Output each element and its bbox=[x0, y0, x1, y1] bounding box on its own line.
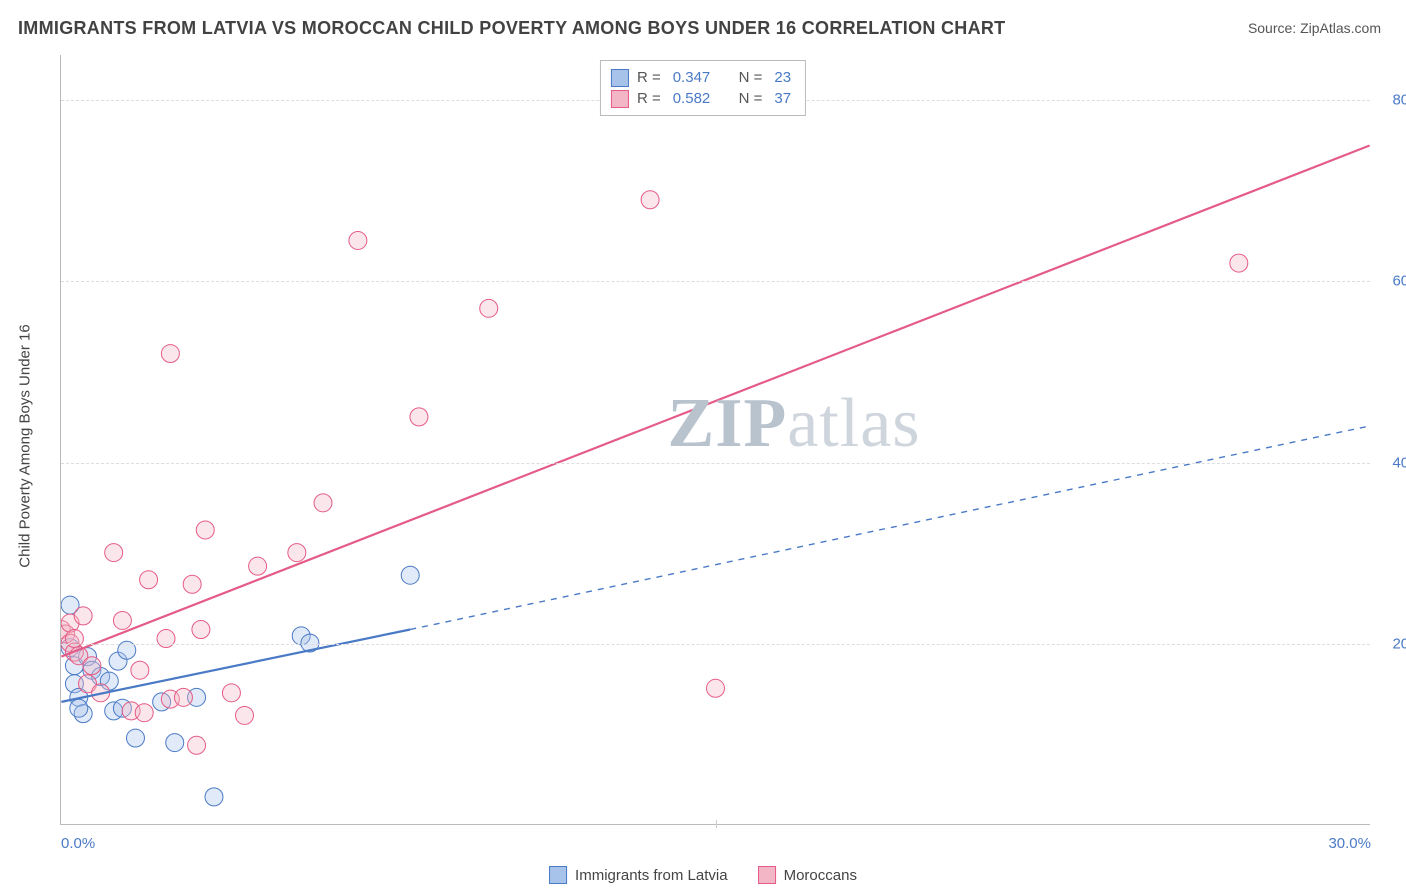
chart-container: IMMIGRANTS FROM LATVIA VS MOROCCAN CHILD… bbox=[0, 0, 1406, 892]
scatter-point-moroccans bbox=[183, 575, 201, 593]
n-value-moroccans: 37 bbox=[774, 88, 791, 109]
source-attribution: Source: ZipAtlas.com bbox=[1248, 20, 1381, 36]
n-value-latvia: 23 bbox=[774, 67, 791, 88]
scatter-point-moroccans bbox=[349, 231, 367, 249]
legend-swatch-moroccans bbox=[758, 866, 776, 884]
r-value-moroccans: 0.582 bbox=[673, 88, 711, 109]
n-label: N = bbox=[739, 88, 763, 109]
legend-label-latvia: Immigrants from Latvia bbox=[575, 867, 728, 884]
scatter-point-moroccans bbox=[174, 688, 192, 706]
legend-label-moroccans: Moroccans bbox=[784, 867, 857, 884]
scatter-point-moroccans bbox=[65, 630, 83, 648]
chart-title: IMMIGRANTS FROM LATVIA VS MOROCCAN CHILD… bbox=[18, 18, 1005, 39]
x-tick-label: 0.0% bbox=[61, 835, 95, 852]
y-tick-label: 20.0% bbox=[1380, 635, 1406, 652]
legend-item-moroccans: Moroccans bbox=[758, 866, 857, 884]
scatter-point-moroccans bbox=[140, 571, 158, 589]
scatter-point-moroccans bbox=[105, 544, 123, 562]
scatter-point-latvia bbox=[401, 566, 419, 584]
legend-swatch-latvia bbox=[549, 866, 567, 884]
legend-swatch-latvia bbox=[611, 69, 629, 87]
scatter-point-latvia bbox=[70, 699, 88, 717]
x-tick bbox=[716, 820, 717, 828]
x-tick-label: 30.0% bbox=[1328, 835, 1371, 852]
trend-line-dashed-latvia bbox=[410, 426, 1369, 630]
scatter-point-latvia bbox=[205, 788, 223, 806]
trend-line-moroccans bbox=[61, 145, 1369, 656]
r-value-latvia: 0.347 bbox=[673, 67, 711, 88]
scatter-point-moroccans bbox=[249, 557, 267, 575]
scatter-point-moroccans bbox=[135, 704, 153, 722]
scatter-point-moroccans bbox=[707, 679, 725, 697]
scatter-point-moroccans bbox=[131, 661, 149, 679]
legend-stats-row-latvia: R = 0.347 N = 23 bbox=[611, 67, 795, 88]
scatter-point-moroccans bbox=[641, 191, 659, 209]
legend-stats: R = 0.347 N = 23 R = 0.582 N = 37 bbox=[600, 60, 806, 116]
y-tick-label: 80.0% bbox=[1380, 92, 1406, 109]
scatter-point-moroccans bbox=[74, 607, 92, 625]
n-label: N = bbox=[739, 67, 763, 88]
y-tick-label: 40.0% bbox=[1380, 454, 1406, 471]
legend-stats-row-moroccans: R = 0.582 N = 37 bbox=[611, 88, 795, 109]
scatter-point-moroccans bbox=[314, 494, 332, 512]
scatter-point-moroccans bbox=[188, 736, 206, 754]
scatter-point-moroccans bbox=[113, 611, 131, 629]
scatter-point-latvia bbox=[126, 729, 144, 747]
scatter-point-moroccans bbox=[161, 345, 179, 363]
scatter-point-moroccans bbox=[236, 706, 254, 724]
scatter-point-moroccans bbox=[288, 544, 306, 562]
scatter-point-moroccans bbox=[192, 620, 210, 638]
legend-swatch-moroccans bbox=[611, 90, 629, 108]
legend-series: Immigrants from Latvia Moroccans bbox=[549, 866, 857, 884]
gridline bbox=[61, 463, 1370, 464]
scatter-point-moroccans bbox=[410, 408, 428, 426]
scatter-point-moroccans bbox=[480, 299, 498, 317]
y-tick-label: 60.0% bbox=[1380, 273, 1406, 290]
scatter-point-moroccans bbox=[83, 657, 101, 675]
scatter-point-latvia bbox=[166, 734, 184, 752]
scatter-point-moroccans bbox=[157, 630, 175, 648]
scatter-point-moroccans bbox=[1230, 254, 1248, 272]
r-label: R = bbox=[637, 67, 661, 88]
r-label: R = bbox=[637, 88, 661, 109]
legend-item-latvia: Immigrants from Latvia bbox=[549, 866, 728, 884]
gridline bbox=[61, 644, 1370, 645]
scatter-point-moroccans bbox=[222, 684, 240, 702]
plot-area: ZIPatlas 20.0%40.0%60.0%80.0%0.0%30.0% bbox=[60, 55, 1370, 825]
y-axis-label: Child Poverty Among Boys Under 16 bbox=[17, 324, 34, 567]
scatter-point-moroccans bbox=[196, 521, 214, 539]
gridline bbox=[61, 281, 1370, 282]
plot-svg bbox=[61, 55, 1370, 824]
